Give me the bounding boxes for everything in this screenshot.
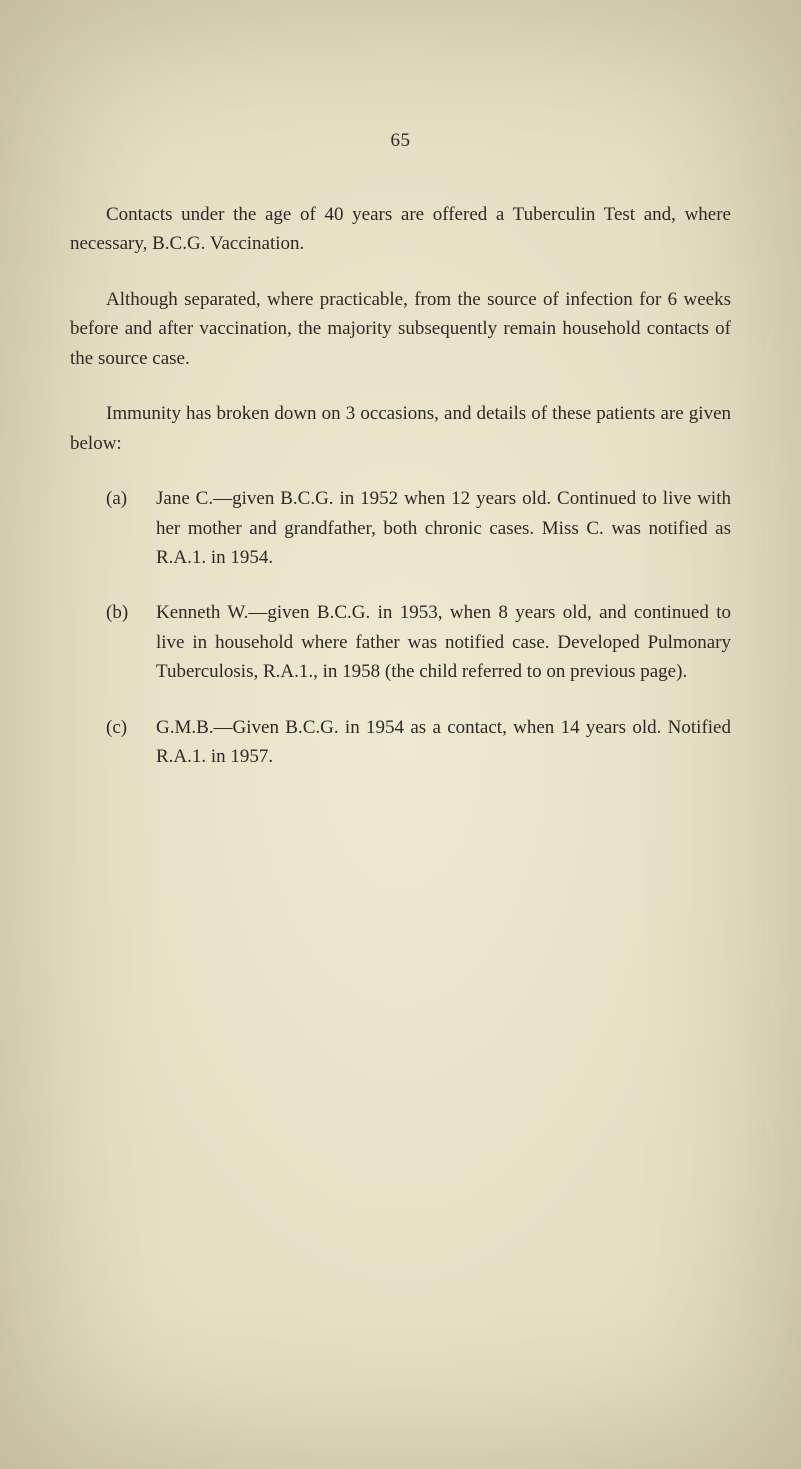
list-item-label: (a) xyxy=(70,484,148,572)
list-item-label: (b) xyxy=(70,598,148,686)
document-page: 65 Contacts under the age of 40 years ar… xyxy=(0,0,801,1469)
list-item-text: Jane C.—given B.C.G. in 1952 when 12 yea… xyxy=(148,484,731,572)
list-item: (c) G.M.B.—Given B.C.G. in 1954 as a con… xyxy=(70,713,731,772)
list-item-text: G.M.B.—Given B.C.G. in 1954 as a contact… xyxy=(148,713,731,772)
list-item-text: Kenneth W.—given B.C.G. in 1953, when 8 … xyxy=(148,598,731,686)
list-item: (b) Kenneth W.—given B.C.G. in 1953, whe… xyxy=(70,598,731,686)
paragraph-3: Immunity has broken down on 3 occasions,… xyxy=(70,399,731,458)
page-number: 65 xyxy=(70,130,731,152)
paragraph-2: Although separated, where practicable, f… xyxy=(70,285,731,373)
list-item-label: (c) xyxy=(70,713,148,772)
case-list: (a) Jane C.—given B.C.G. in 1952 when 12… xyxy=(70,484,731,772)
list-item: (a) Jane C.—given B.C.G. in 1952 when 12… xyxy=(70,484,731,572)
paragraph-1: Contacts under the age of 40 years are o… xyxy=(70,200,731,259)
